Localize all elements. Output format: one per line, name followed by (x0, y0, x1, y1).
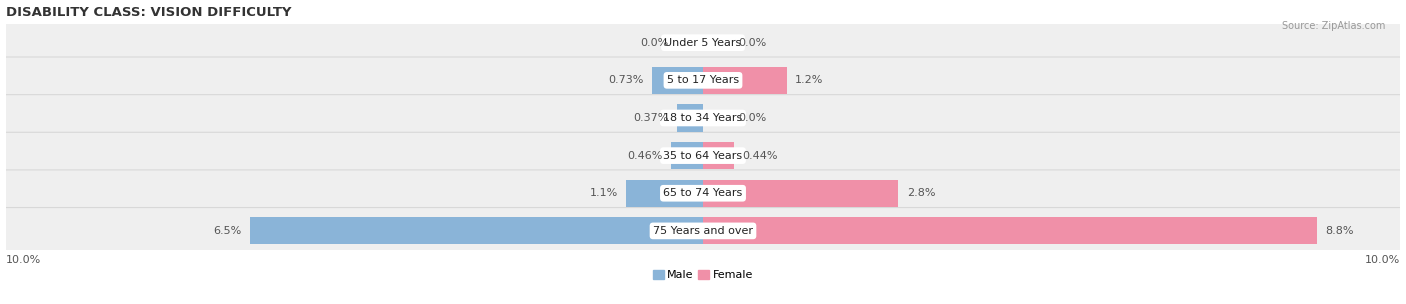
FancyBboxPatch shape (0, 208, 1406, 254)
Text: 10.0%: 10.0% (1365, 255, 1400, 265)
Bar (703, 142, 734, 169)
Text: 0.46%: 0.46% (627, 150, 662, 161)
Text: 35 to 64 Years: 35 to 64 Years (664, 150, 742, 161)
Bar (703, 180, 898, 207)
Text: 6.5%: 6.5% (214, 226, 242, 236)
Legend: Male, Female: Male, Female (648, 266, 758, 285)
FancyBboxPatch shape (0, 95, 1406, 141)
Text: 65 to 74 Years: 65 to 74 Years (664, 188, 742, 198)
Text: 0.0%: 0.0% (640, 38, 668, 48)
Bar (671, 142, 703, 169)
Text: 1.1%: 1.1% (589, 188, 617, 198)
Text: 5 to 17 Years: 5 to 17 Years (666, 75, 740, 85)
FancyBboxPatch shape (0, 19, 1406, 66)
FancyBboxPatch shape (0, 57, 1406, 104)
Text: 0.73%: 0.73% (609, 75, 644, 85)
Text: 10.0%: 10.0% (6, 255, 41, 265)
Bar (703, 67, 787, 94)
Text: 8.8%: 8.8% (1324, 226, 1354, 236)
Text: 0.0%: 0.0% (738, 113, 766, 123)
Text: 18 to 34 Years: 18 to 34 Years (664, 113, 742, 123)
Text: DISABILITY CLASS: VISION DIFFICULTY: DISABILITY CLASS: VISION DIFFICULTY (6, 5, 291, 19)
FancyBboxPatch shape (0, 132, 1406, 179)
Text: Under 5 Years: Under 5 Years (665, 38, 741, 48)
Text: 0.0%: 0.0% (738, 38, 766, 48)
Text: 0.37%: 0.37% (634, 113, 669, 123)
Text: 2.8%: 2.8% (907, 188, 935, 198)
Text: 0.44%: 0.44% (742, 150, 778, 161)
Text: 1.2%: 1.2% (794, 75, 824, 85)
FancyBboxPatch shape (0, 170, 1406, 216)
Bar (626, 180, 703, 207)
Text: Source: ZipAtlas.com: Source: ZipAtlas.com (1281, 21, 1385, 31)
Text: 75 Years and over: 75 Years and over (652, 226, 754, 236)
Bar (703, 217, 1317, 244)
Bar (652, 67, 703, 94)
Bar (678, 105, 703, 132)
Bar (250, 217, 703, 244)
